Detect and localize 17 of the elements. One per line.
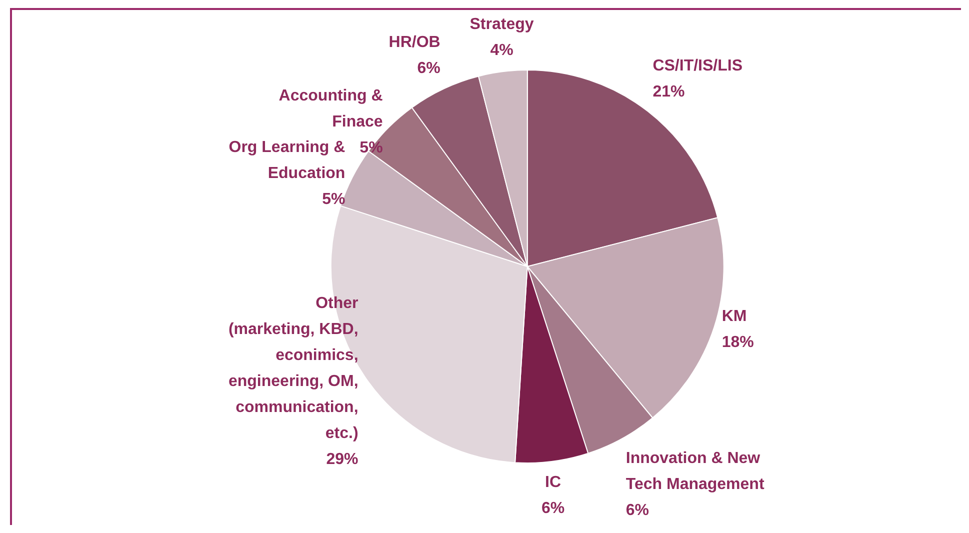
slice-label: Org Learning & Education bbox=[228, 139, 346, 182]
slice-label: KM bbox=[722, 308, 747, 326]
data-label: 4% bbox=[490, 42, 514, 60]
slice-label: Innovation & New Tech Management bbox=[626, 450, 765, 494]
data-label: 6% bbox=[417, 60, 440, 77]
data-label: 18% bbox=[722, 334, 754, 352]
slice-label: Accounting & Finace bbox=[278, 87, 384, 130]
slice-label: HR/OB bbox=[388, 34, 440, 51]
slice-label: IC bbox=[545, 474, 562, 491]
data-label: 5% bbox=[322, 191, 346, 208]
slice-label: Strategy bbox=[470, 16, 534, 34]
slice-label: Other (marketing, KBD, econimics, engineering, OM, communication, etc.) bbox=[228, 294, 358, 442]
data-label: 29% bbox=[326, 450, 358, 468]
data-label: 6% bbox=[541, 500, 565, 517]
data-label: 21% bbox=[652, 83, 685, 100]
data-label: 6% bbox=[626, 502, 650, 520]
slice-label: CS/IT/IS/LIS bbox=[652, 57, 743, 74]
